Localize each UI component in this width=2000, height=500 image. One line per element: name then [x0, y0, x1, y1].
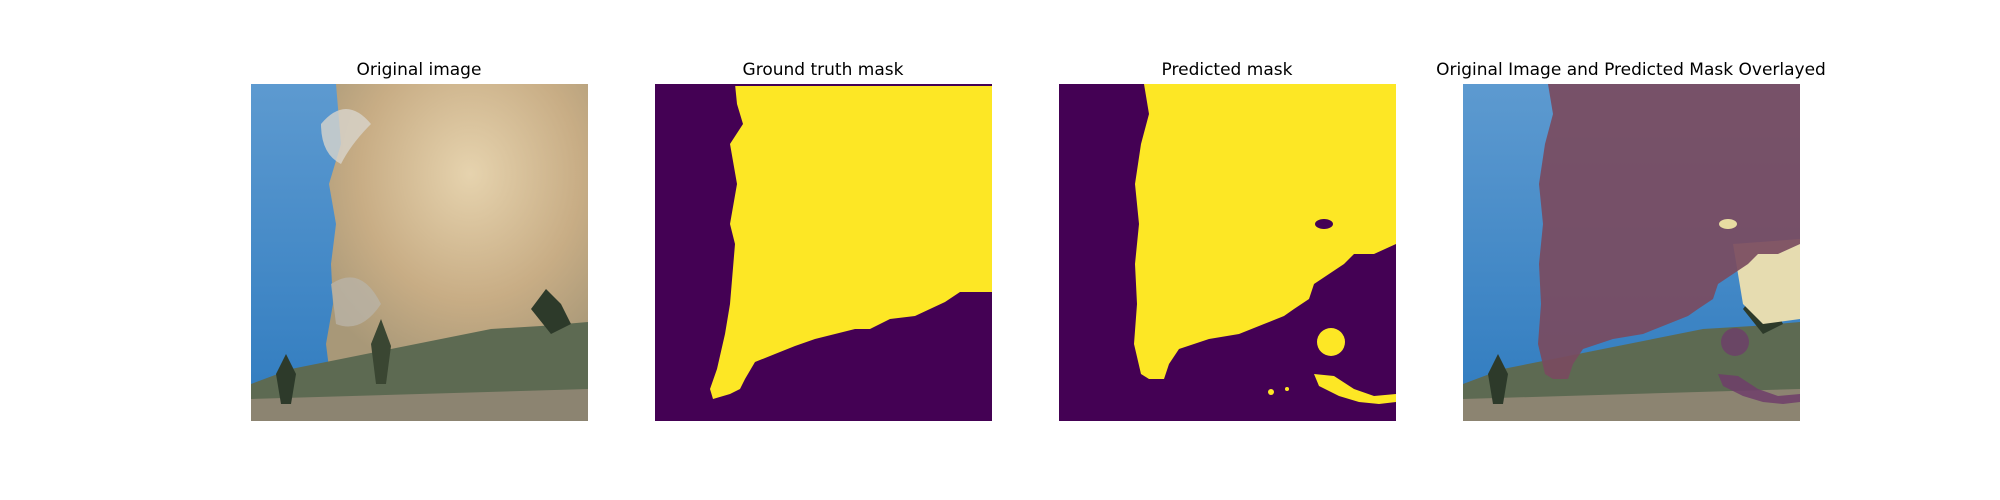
- ground-truth-mask: [655, 84, 992, 421]
- predicted-mask: [1059, 84, 1396, 421]
- original-image: [251, 84, 588, 421]
- overlay-image: [1463, 84, 1800, 421]
- panel-title-ground-truth: Ground truth mask: [742, 60, 904, 80]
- panel-title-overlay: Original Image and Predicted Mask Overla…: [1436, 60, 1826, 80]
- panel-title-original: Original image: [356, 60, 482, 80]
- panel-title-predicted: Predicted mask: [1161, 60, 1293, 80]
